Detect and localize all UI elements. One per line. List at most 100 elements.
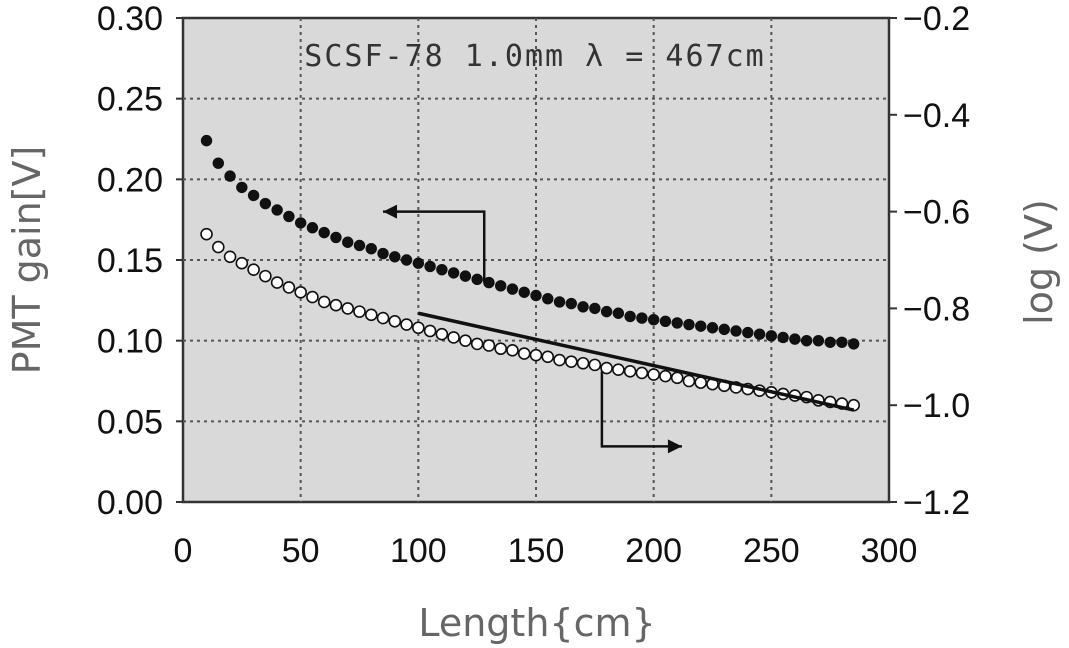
data-point-open: [412, 321, 425, 335]
y-right-tick-label: −0.8: [903, 290, 970, 328]
data-point-open: [447, 331, 460, 344]
data-point-open: [588, 358, 602, 372]
data-point-filled: [377, 247, 389, 260]
data-point-filled: [812, 334, 825, 347]
data-point-open: [576, 356, 590, 370]
axis-arrow: [383, 210, 486, 283]
x-tick-label: 150: [508, 532, 565, 570]
data-point-open: [235, 256, 249, 270]
y-right-tick-label: −0.6: [903, 194, 970, 232]
data-point-open: [494, 342, 508, 356]
data-point-open: [212, 240, 225, 254]
data-point-filled: [647, 313, 660, 326]
fit-line: [417, 311, 855, 412]
x-tick-label: 0: [174, 532, 193, 570]
data-point-open: [659, 369, 672, 383]
data-point-filled: [447, 267, 460, 279]
data-point-filled: [506, 283, 519, 295]
data-point-filled: [365, 243, 377, 255]
data-point-filled: [777, 331, 789, 344]
data-point-open: [388, 315, 402, 328]
y-right-tick-label: −0.4: [903, 97, 970, 135]
y-left-tick-label: 0.15: [97, 242, 163, 280]
data-point-filled: [283, 210, 295, 223]
y-right-tick-label: −0.2: [903, 0, 970, 38]
data-point-filled: [412, 257, 425, 269]
data-point-filled: [565, 297, 577, 310]
data-point-open: [670, 371, 684, 385]
data-point-filled: [318, 226, 330, 239]
data-point-filled: [459, 270, 472, 282]
data-point-open: [329, 298, 343, 312]
data-point-open: [259, 269, 272, 283]
data-point-open: [376, 311, 390, 325]
y-right-tick-label: −1.0: [903, 387, 970, 425]
data-point-open: [564, 355, 578, 368]
data-point-open: [517, 347, 531, 360]
data-point-filled: [824, 336, 836, 348]
data-point-open: [423, 324, 437, 338]
data-point-filled: [683, 318, 695, 331]
data-point-filled: [342, 236, 354, 248]
data-point-open: [282, 281, 296, 294]
data-point-filled: [400, 254, 413, 266]
data-point-filled: [577, 301, 589, 313]
data-point-filled: [436, 263, 448, 276]
data-point-filled: [706, 322, 719, 334]
data-point-open: [400, 318, 413, 331]
data-point-filled: [306, 222, 319, 234]
data-point-filled: [530, 289, 542, 302]
data-point-filled: [518, 286, 530, 298]
data-point-open: [200, 227, 213, 241]
data-point-open: [612, 363, 625, 377]
data-point-filled: [600, 305, 613, 318]
data-point-open: [553, 353, 566, 367]
data-point-filled: [765, 330, 778, 342]
data-point-filled: [789, 333, 801, 345]
data-point-filled: [848, 338, 860, 350]
data-point-filled: [553, 296, 566, 308]
data-point-open: [306, 290, 319, 304]
data-point-filled: [753, 328, 766, 340]
data-point-filled: [636, 312, 648, 324]
data-point-open: [482, 339, 496, 352]
data-point-filled: [730, 325, 742, 337]
data-point-open: [317, 295, 331, 309]
data-point-open: [682, 374, 696, 388]
chart-annotation: SCSF-78 1.0mm λ = 467cm: [304, 39, 765, 74]
data-point-filled: [212, 157, 225, 169]
data-point-filled: [271, 204, 283, 216]
data-point-open: [647, 368, 660, 381]
x-tick-label: 200: [625, 532, 682, 570]
data-point-filled: [624, 310, 636, 323]
data-point-filled: [495, 280, 507, 292]
data-point-filled: [836, 336, 848, 348]
data-point-filled: [589, 302, 601, 315]
data-point-open: [270, 276, 284, 289]
y-left-tick-label: 0.10: [97, 323, 163, 361]
data-point-filled: [389, 251, 401, 263]
axis-arrow-head: [383, 204, 398, 219]
data-point-filled: [718, 323, 730, 336]
data-point-open: [541, 350, 555, 364]
data-point-open: [353, 305, 366, 318]
data-point-open: [223, 250, 237, 264]
data-point-open: [600, 361, 613, 375]
y-left-tick-label: 0.25: [97, 81, 163, 119]
data-point-filled: [471, 273, 483, 286]
data-point-open: [435, 327, 449, 341]
data-point-open: [529, 348, 543, 362]
axis-arrow: [600, 371, 682, 448]
data-point-filled: [247, 189, 260, 202]
data-point-open: [294, 285, 307, 299]
data-point-filled: [695, 320, 707, 332]
data-point-open: [247, 263, 260, 276]
data-point-filled: [659, 315, 672, 328]
data-point-filled: [200, 134, 213, 147]
x-tick-label: 250: [743, 532, 800, 570]
series-layer: [200, 134, 861, 412]
data-point-open: [506, 344, 519, 357]
x-tick-label: 300: [861, 532, 918, 570]
data-point-filled: [424, 260, 436, 273]
